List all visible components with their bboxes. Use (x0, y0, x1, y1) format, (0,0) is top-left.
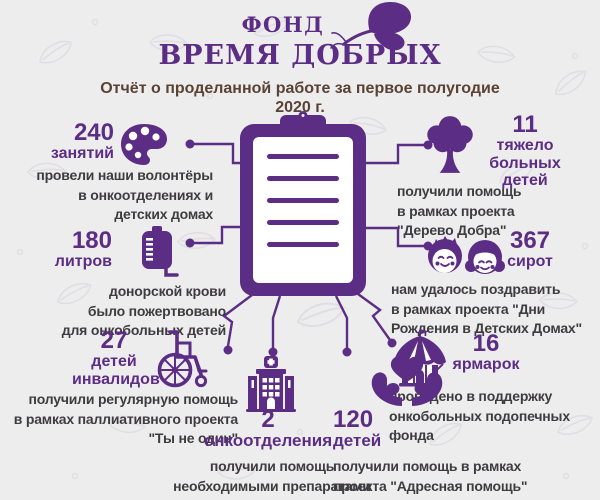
children-faces-icon (428, 236, 505, 274)
stat-label: онкоотделения (203, 431, 333, 451)
stat-number: 367 (509, 227, 551, 254)
fund-name-line2: ВРЕМЯ ДОБРЫХ (158, 40, 442, 71)
stat-number: 27 (100, 327, 128, 354)
stat-fairs: 16 ярмарок (452, 331, 520, 374)
stat-number: 240 (73, 119, 114, 146)
stat-orphans-description: нам удалось поздравить в рамках проекта … (391, 281, 582, 337)
stat-orphans: 367 сирот (499, 228, 561, 271)
butterfly-icon (330, 2, 412, 51)
stat-number: 180 (71, 227, 112, 254)
stat-sick-children-description: получили помощь в рамках проекта "Дерево… (397, 183, 522, 239)
clipboard-clip (280, 111, 326, 139)
clipboard-line (267, 220, 339, 225)
stat-number: 16 (472, 330, 500, 357)
stat-oncology-departments: 2 онкоотделения (192, 407, 344, 451)
stat-label: сирот (507, 253, 553, 271)
wheelchair-icon (157, 330, 208, 388)
clipboard-line (267, 242, 339, 247)
stat-number: 120 (333, 406, 374, 433)
stat-oncology-departments-description: получили помощь необходимыми препаратами (173, 458, 371, 494)
palette-icon (121, 124, 167, 165)
stat-sick-children: 11 тяжело больных детей (487, 112, 563, 190)
fund-name-line1: ФОНД (241, 12, 325, 37)
stat-fairs-description: проведено в поддержку онкобольных подопе… (389, 388, 570, 444)
tree-icon (427, 116, 473, 173)
stat-label: литров (54, 253, 112, 271)
clipboard-line (267, 154, 339, 159)
hands-heart-icon (371, 356, 443, 406)
stat-label: тяжело больных детей (489, 137, 561, 190)
stat-lessons-description: провели наши волонтёры в онкоотделениях … (36, 167, 213, 223)
stat-label: детей (333, 431, 382, 451)
stat-label: ярмарок (452, 356, 520, 374)
clipboard-page (253, 137, 353, 283)
stat-lessons: 240 занятий (0, 120, 114, 163)
clipboard-illustration (240, 111, 366, 296)
clipboard-clip-ring (298, 111, 308, 120)
report-title: Отчёт о проделанной работе за первое пол… (100, 80, 500, 97)
stat-disabled-children-description: получили регулярную помощь в рамках палл… (13, 391, 238, 447)
stat-blood: 180 литров (0, 228, 112, 271)
stat-blood-description: донорской крови было пожертвовано для он… (61, 283, 226, 339)
stat-address-help-children-description: получили помощь в рамках проекта "Адресн… (333, 458, 528, 494)
stat-disabled-children: 27 детей инвалидов (72, 327, 160, 388)
stat-label: занятий (50, 145, 114, 163)
clipboard-line (267, 198, 339, 203)
blood-bag-icon (142, 226, 179, 277)
stat-label: детей инвалидов (72, 353, 160, 388)
hospital-icon (246, 356, 296, 412)
stat-number: 11 (512, 111, 538, 138)
stat-number: 2 (261, 406, 275, 433)
clipboard-line (267, 176, 339, 181)
report-year: 2020 г. (275, 99, 325, 116)
stat-address-help-children: 120 детей (333, 407, 423, 451)
